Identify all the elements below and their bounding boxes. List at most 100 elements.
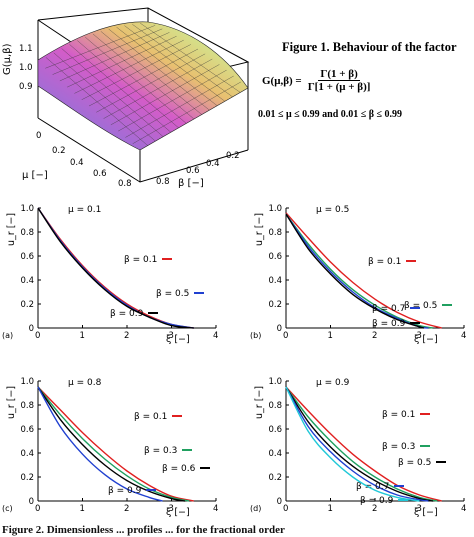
y-axis-label: u_r [−]	[254, 213, 265, 246]
mesh-line	[52, 28, 163, 75]
formula-numerator: Γ(1 + β)	[318, 68, 360, 81]
series-line	[285, 212, 442, 329]
mesh-line	[118, 69, 227, 132]
x-tick-label: 0	[35, 331, 40, 341]
beta-tick: 0.2	[226, 151, 240, 161]
mesh-line	[92, 33, 195, 120]
mu-tick: 0	[36, 131, 41, 141]
x-tick-label: 2	[124, 504, 129, 514]
mesh-line	[45, 57, 148, 146]
series-line	[37, 386, 194, 502]
mu-label: μ = 0.5	[316, 205, 349, 215]
x-tick-label: 1	[80, 504, 85, 514]
panel-label: (a)	[2, 331, 13, 340]
mu-axis-label: μ [−]	[22, 170, 48, 181]
figure-1-caption: Figure 1. Behaviour of the factor	[282, 40, 457, 54]
line-chart-panels: 0 1 2 3 4 0 0.2 0.4 0.6 0.8 1.0 ξ [−] u_r [−] μ = 0.1…	[2, 204, 466, 518]
x-tick-label: 2	[372, 331, 377, 341]
mesh-line	[132, 81, 241, 144]
z-tick: 0.9	[19, 82, 33, 92]
mesh-line	[45, 25, 156, 69]
formula-fraction: Γ(1 + β) Γ[1 + (μ + β)]	[306, 68, 373, 93]
series-line	[285, 213, 425, 329]
series-label: β = 0.9	[110, 309, 144, 319]
chart-panel: 0 1 2 3 4 0 0.2 0.4 0.6 0.8 1.0 ξ [−] u_r [−] μ = 0.1…	[2, 204, 218, 345]
mu-label: μ = 0.8	[68, 378, 102, 388]
series-label: β = 0.1	[124, 255, 157, 265]
series-label: β = 0.5	[398, 458, 431, 468]
x-axis-label: ξ [−]	[166, 334, 190, 345]
x-tick-label: 4	[461, 331, 466, 341]
formula-denominator: Γ[1 + (μ + β)]	[307, 81, 371, 93]
mesh-line	[110, 64, 220, 126]
series-label: β = 0.7	[372, 304, 405, 314]
x-axis-label: ξ [−]	[166, 507, 190, 518]
beta-tick: 0.6	[186, 166, 200, 176]
x-tick-label: 3	[169, 504, 174, 514]
series-label: β = 0.1	[134, 412, 167, 422]
series-label: β = 0.3	[382, 442, 415, 452]
formula: G(μ,β) = Γ(1 + β) Γ[1 + (μ + β)]	[262, 60, 472, 130]
mu-tick: 0.6	[93, 169, 107, 179]
mu-tick: 0.4	[70, 158, 84, 168]
y-tick-label: 0.4	[20, 449, 34, 459]
figure-2-caption: Figure 2. Dimensionless ... profiles ...…	[2, 524, 285, 536]
mesh-line	[74, 40, 184, 94]
beta-tick: 0.4	[206, 159, 220, 169]
y-tick-label: 1.0	[268, 204, 282, 214]
x-axis-label: ξ [−]	[414, 334, 438, 345]
mesh-line	[125, 75, 234, 138]
mesh-line	[69, 44, 171, 133]
parameter-range: 0.01 ≤ μ ≤ 0.99 and 0.01 ≤ β ≤ 0.99	[258, 109, 403, 120]
chart-panel: 0 1 2 3 4 0 0.2 0.4 0.6 0.8 1.0 ξ [−] u_r [−] μ = 0.5…	[250, 204, 466, 345]
x-tick-label: 1	[80, 331, 85, 341]
mesh-line	[67, 36, 177, 88]
y-tick-label: 0.6	[20, 425, 34, 435]
z-tick: 1.1	[19, 44, 33, 54]
y-tick-label: 0.6	[268, 425, 282, 435]
y-tick-label: 0.8	[20, 401, 34, 411]
series-label: β = 0.7	[356, 482, 389, 492]
series-line	[285, 213, 433, 329]
x-tick-label: 0	[35, 504, 40, 514]
series-line	[37, 386, 190, 502]
y-tick-label: 1.0	[20, 377, 34, 387]
y-axis-label: u_r [−]	[254, 386, 265, 419]
mu-label: μ = 0.9	[316, 378, 350, 388]
mu-tick: 0.2	[52, 146, 66, 156]
mesh-line	[108, 28, 210, 111]
series-line	[37, 207, 194, 329]
series-label: β = 0.1	[382, 410, 415, 420]
mesh-line	[85, 36, 187, 124]
series-line	[37, 386, 163, 502]
series-line	[285, 386, 433, 502]
series-line	[285, 386, 442, 502]
y-tick-label: 0	[29, 324, 34, 334]
y-tick-label: 0.6	[268, 252, 282, 262]
x-tick-label: 4	[213, 504, 218, 514]
series-label: β = 0.5	[404, 301, 437, 311]
surface-mesh	[37, 21, 249, 151]
y-tick-label: 1.0	[20, 204, 34, 214]
mesh-line	[124, 25, 225, 102]
y-tick-label: 0.4	[268, 276, 282, 286]
z-axis-label: G(μ,β)	[2, 43, 13, 75]
mesh-line	[100, 31, 202, 115]
formula-lhs: G(μ,β) =	[262, 74, 302, 87]
mesh-line	[140, 22, 241, 93]
x-tick-label: 3	[417, 331, 422, 341]
y-tick-label: 1.0	[268, 377, 282, 387]
chart-panel: 0 1 2 3 4 0 0.2 0.4 0.6 0.8 1.0 ξ [−] u_r [−] μ = 0.8…	[2, 377, 218, 518]
x-tick-label: 4	[213, 331, 218, 341]
series-label: β = 0.9	[372, 319, 406, 329]
z-tick: 1.0	[19, 63, 33, 73]
chart-panel: 0 1 2 3 4 0 0.2 0.4 0.6 0.8 1.0 ξ [−] u_r [−] μ = 0.9…	[250, 377, 466, 518]
mesh-line	[61, 48, 164, 137]
mu-tick: 0.8	[118, 179, 132, 189]
y-axis-label: u_r [−]	[6, 386, 17, 419]
panel-label: (d)	[250, 504, 261, 513]
series-label: β = 0.9	[360, 496, 394, 506]
z-ticks: 1.1 1.0 0.9	[19, 44, 33, 92]
y-axis-label: u_r [−]	[6, 213, 17, 246]
x-tick-label: 1	[328, 331, 333, 341]
